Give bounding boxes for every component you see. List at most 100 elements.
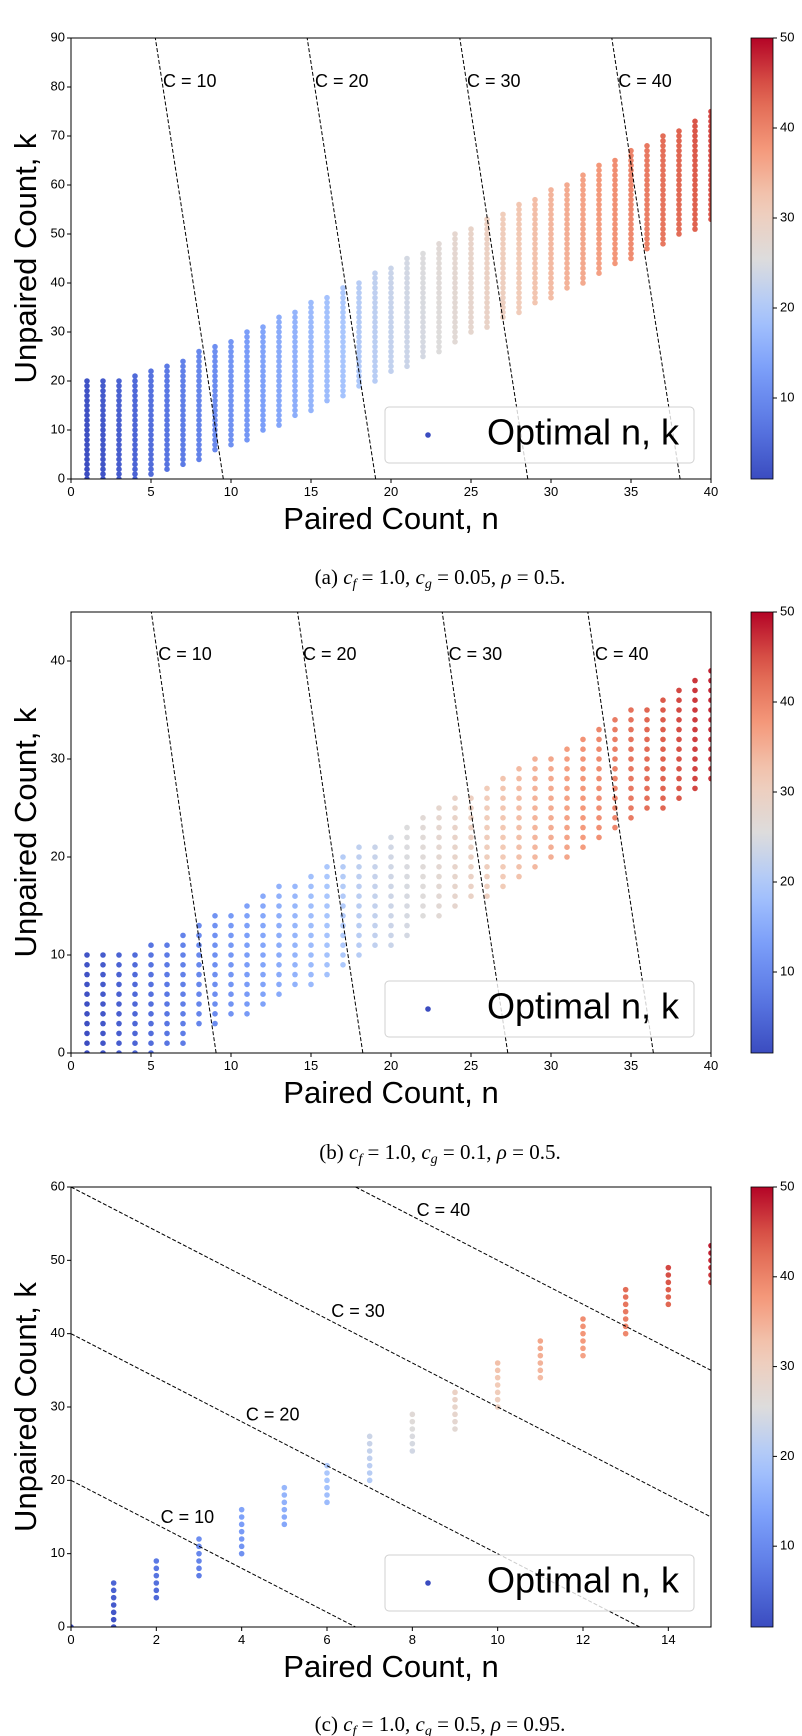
data-point — [372, 358, 378, 365]
x-tick-label: 20 — [384, 484, 398, 499]
data-point — [468, 864, 474, 870]
data-point — [468, 314, 474, 321]
data-point — [164, 451, 170, 458]
data-point — [660, 192, 666, 198]
contour-label: C = 10 — [163, 71, 217, 91]
data-point — [516, 824, 522, 831]
data-point — [708, 147, 711, 154]
legend-box — [384, 1554, 695, 1612]
data-point — [692, 182, 698, 188]
data-point — [148, 962, 154, 968]
data-point — [692, 196, 698, 203]
data-point — [580, 756, 586, 762]
x-tick-label: 5 — [147, 1058, 154, 1073]
caption-separator: , — [491, 565, 502, 589]
x-tick-label: 25 — [464, 484, 478, 499]
data-point — [356, 844, 362, 850]
data-point — [276, 422, 282, 428]
data-point — [276, 343, 282, 350]
data-point — [164, 441, 170, 448]
data-point — [660, 157, 666, 164]
data-point — [84, 383, 90, 389]
data-point — [324, 383, 330, 389]
data-point — [580, 182, 586, 188]
caption-label: (a) — [315, 565, 338, 589]
data-point — [436, 854, 442, 860]
data-point — [212, 922, 218, 929]
legend-label: Optimal n, k — [487, 986, 680, 1027]
data-point — [164, 412, 170, 419]
data-point — [622, 1294, 629, 1300]
data-point — [260, 392, 266, 399]
contour-line — [154, 38, 224, 479]
data-point — [660, 697, 666, 703]
panel-a: C = 10 C = 20 C = 30 C = 400 5 10 15 20 25 30 35 40… — [8, 29, 794, 592]
data-point — [548, 187, 554, 193]
caption-equals: = — [438, 1140, 460, 1164]
caption-equals: = — [432, 565, 454, 589]
data-point — [420, 255, 426, 262]
data-point — [494, 1389, 501, 1396]
data-point — [436, 255, 442, 262]
data-point — [164, 1020, 170, 1027]
data-point — [132, 451, 138, 458]
data-point — [516, 206, 522, 213]
data-point — [564, 211, 570, 218]
data-point — [612, 775, 618, 782]
data-point — [132, 397, 138, 404]
data-point — [196, 1011, 202, 1017]
caption-subscript: g — [425, 577, 432, 592]
data-point — [452, 1396, 458, 1403]
data-point — [580, 201, 586, 208]
data-point — [356, 290, 362, 296]
data-point — [372, 864, 378, 870]
data-point — [420, 260, 426, 267]
data-point — [260, 368, 266, 375]
data-point — [484, 275, 490, 281]
data-point — [132, 1011, 138, 1017]
data-point — [196, 373, 202, 379]
x-tick-label: 4 — [238, 1632, 245, 1647]
data-point — [548, 211, 554, 218]
data-point — [612, 824, 618, 831]
data-point — [500, 255, 506, 262]
data-point — [228, 378, 234, 384]
data-point — [180, 441, 186, 448]
data-point — [324, 392, 330, 399]
data-point — [612, 255, 618, 262]
data-point — [180, 437, 186, 443]
x-tick-label: 10 — [490, 1632, 504, 1647]
data-point — [260, 363, 266, 370]
data-point — [404, 343, 410, 350]
data-point — [100, 378, 106, 384]
data-point — [228, 368, 234, 375]
data-point — [612, 221, 618, 227]
data-point — [580, 1330, 586, 1337]
data-point — [276, 358, 282, 365]
data-point — [660, 795, 666, 801]
data-point — [468, 226, 474, 232]
data-point — [452, 290, 458, 296]
data-point — [676, 707, 682, 713]
data-point — [116, 446, 122, 453]
data-point — [660, 201, 666, 208]
data-point — [708, 192, 711, 198]
caption-value: 1.0 — [385, 1140, 411, 1164]
data-point — [644, 756, 650, 762]
data-point — [388, 294, 394, 301]
data-point — [148, 407, 154, 414]
data-point — [516, 250, 522, 257]
data-point — [132, 971, 138, 978]
data-point — [537, 1367, 544, 1374]
data-point — [116, 991, 122, 997]
data-point — [404, 913, 410, 919]
data-point — [676, 726, 682, 733]
data-point — [84, 991, 90, 997]
data-point — [564, 236, 570, 242]
data-point — [180, 392, 186, 399]
data-point — [196, 1572, 202, 1579]
data-point — [452, 304, 458, 311]
data-point — [532, 206, 538, 213]
data-point — [484, 893, 490, 899]
